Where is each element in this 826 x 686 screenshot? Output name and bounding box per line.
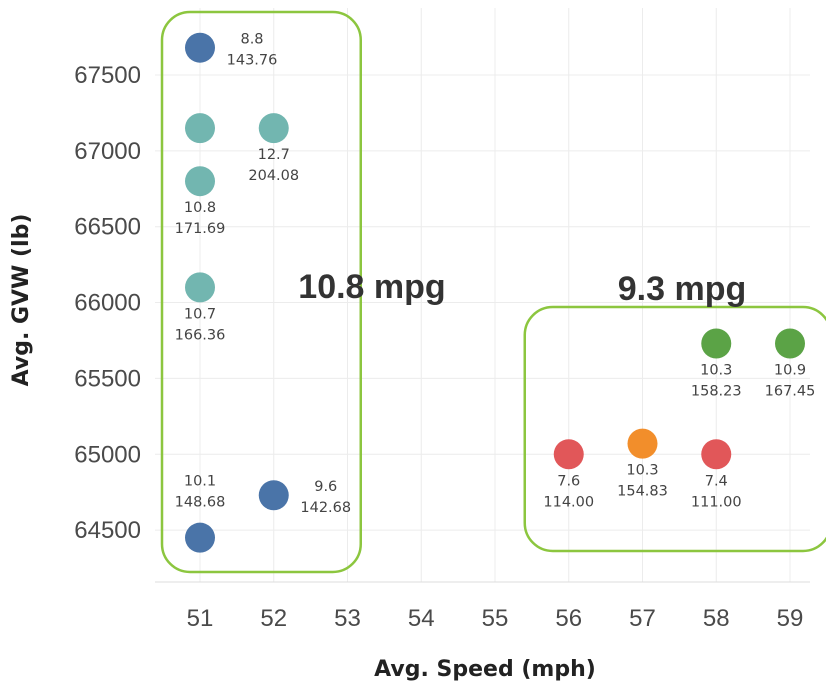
data-label: 7.4 (705, 473, 728, 489)
data-label: 10.3 (626, 463, 658, 479)
data-label: 10.7 (184, 306, 216, 322)
data-label: 7.6 (557, 473, 580, 489)
data-label: 167.45 (765, 384, 816, 400)
y-axis-title: Avg. GVW (lb) (9, 214, 34, 387)
x-tick-label: 53 (334, 605, 361, 632)
x-axis-title: Avg. Speed (mph) (374, 657, 596, 682)
y-tick-label: 66000 (74, 290, 141, 317)
x-tick-label: 58 (703, 605, 730, 632)
x-tick-label: 54 (408, 605, 435, 632)
data-label: 10.9 (774, 363, 806, 379)
data-label: 158.23 (691, 384, 742, 400)
data-label: 154.83 (617, 484, 668, 500)
group-box-left (160, 10, 362, 574)
y-tick-label: 65500 (74, 365, 141, 392)
y-tick-label: 67500 (74, 62, 141, 89)
y-tick-label: 67000 (74, 138, 141, 165)
data-label: 12.7 (258, 147, 290, 163)
x-tick-label: 57 (629, 605, 656, 632)
y-tick-label: 66500 (74, 214, 141, 241)
data-label: 10.3 (700, 363, 732, 379)
data-point[interactable] (627, 428, 658, 459)
data-point[interactable] (185, 32, 215, 63)
data-label: 143.76 (227, 53, 278, 69)
x-tick-label: 56 (555, 605, 582, 632)
data-label: 111.00 (691, 494, 742, 510)
y-tick-label: 65000 (74, 441, 141, 468)
data-point[interactable] (185, 166, 215, 197)
data-label: 171.69 (175, 221, 226, 237)
data-label: 148.68 (175, 495, 226, 511)
data-point[interactable] (701, 439, 732, 470)
group-annotation: 10.8 mpg (298, 268, 445, 306)
group-annotation: 9.3 mpg (618, 270, 746, 308)
x-tick-label: 51 (187, 605, 214, 632)
data-label: 10.8 (184, 200, 216, 216)
data-label: 114.00 (543, 494, 594, 510)
data-point[interactable] (553, 439, 584, 470)
data-point[interactable] (185, 272, 215, 303)
data-point[interactable] (185, 113, 215, 144)
data-label: 142.68 (300, 500, 351, 516)
x-tick-label: 59 (777, 605, 804, 632)
data-point[interactable] (258, 480, 289, 511)
data-point[interactable] (258, 113, 289, 144)
data-label: 166.36 (175, 327, 226, 343)
data-point[interactable] (701, 328, 732, 359)
group-box-right (523, 305, 826, 553)
data-label: 10.1 (184, 474, 216, 490)
x-tick-label: 55 (482, 605, 509, 632)
y-tick-label: 64500 (74, 517, 141, 544)
data-point[interactable] (775, 328, 805, 359)
x-tick-label: 52 (260, 605, 287, 632)
data-point[interactable] (185, 522, 215, 553)
data-label: 204.08 (248, 168, 299, 184)
data-label: 9.6 (314, 479, 337, 495)
data-label: 8.8 (240, 32, 263, 48)
